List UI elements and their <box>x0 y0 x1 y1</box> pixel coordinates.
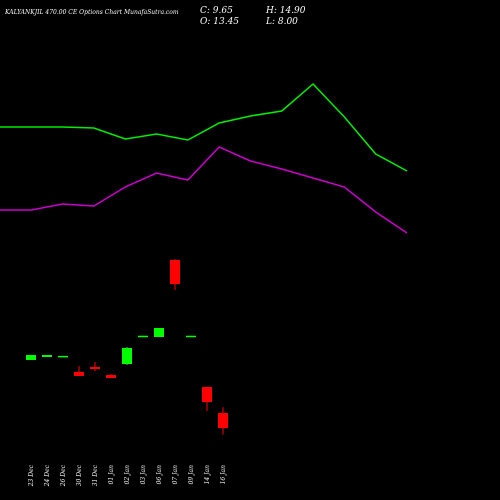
candle-body <box>90 366 100 370</box>
x-tick-label: 31 Dec <box>92 464 99 486</box>
candle-body <box>74 372 84 377</box>
candle-body <box>202 386 212 403</box>
open-label: O: 13.45 <box>200 17 239 27</box>
high-label: H: 14.90 <box>265 6 306 16</box>
candle-body <box>138 335 148 338</box>
x-tick-label: 07 Jan <box>172 465 179 485</box>
x-tick-label: 30 Dec <box>76 464 83 486</box>
x-tick-label: 26 Dec <box>60 464 67 487</box>
x-tick-label: 02 Jan <box>124 465 131 485</box>
candle-body <box>42 355 52 357</box>
candle-body <box>186 335 196 338</box>
close-label: C: 9.65 <box>200 6 233 16</box>
line-series <box>0 82 408 172</box>
x-tick-label: 06 Jan <box>156 465 163 485</box>
line-series <box>0 146 408 234</box>
x-tick-label: 14 Jan <box>204 465 211 485</box>
x-tick-label: 03 Jan <box>140 465 147 485</box>
x-tick-label: 01 Jan <box>108 465 115 485</box>
x-tick-label: 16 Jan <box>220 465 227 485</box>
x-tick-label: 09 Jan <box>188 465 195 485</box>
candle-body <box>218 413 228 429</box>
low-label: L: 8.00 <box>265 17 298 27</box>
chart-title: KALYANKJIL 470.00 CE Options Chart Munaf… <box>4 9 179 16</box>
candle-body <box>170 260 180 284</box>
candle-body <box>106 375 116 378</box>
candle-body <box>58 355 68 358</box>
x-tick-label: 24 Dec <box>44 464 51 487</box>
candle-body <box>154 327 164 337</box>
candle-body <box>26 355 36 360</box>
x-tick-label: 23 Dec <box>28 464 35 487</box>
candle-body <box>122 347 132 364</box>
